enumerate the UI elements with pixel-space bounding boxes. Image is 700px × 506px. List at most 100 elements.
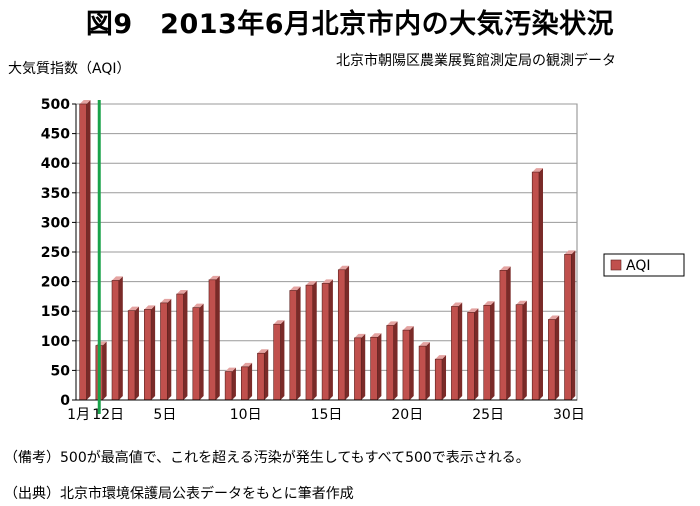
y-tick-label: 100 [41,334,70,350]
bar-side [248,362,253,400]
bar-top [338,265,350,270]
bar [240,362,253,401]
bar-top [289,286,301,291]
bar-top [322,279,333,284]
x-tick-label: 5日 [153,407,176,423]
bar-front [273,323,281,401]
bar-top [483,301,495,306]
bar-side [474,308,479,400]
x-tick-label: 15日 [311,407,343,423]
bar-side [86,100,91,400]
bar [548,315,560,401]
bar-side [199,303,204,400]
bar [305,281,317,401]
bar-side [458,302,463,400]
bar-top [370,333,382,338]
bar [95,341,107,401]
bar-front [160,302,168,401]
bar [386,321,398,401]
bar-front [79,103,87,401]
bar-front [321,283,330,401]
bar-top [305,281,317,286]
bar-front [176,293,184,401]
bar-side [490,301,495,400]
bar-top [354,333,366,338]
bar [531,168,543,401]
bar [451,302,463,401]
bar-top [176,290,188,295]
bar [224,367,236,401]
bar-side [183,290,188,400]
x-tick-label: 20日 [391,407,423,423]
bar [321,279,333,401]
bar-side [264,349,269,400]
x-tick-label: 25日 [472,407,504,423]
bar [499,266,511,401]
bar-side [377,333,382,400]
bar-side [442,355,447,400]
bar-side [506,266,511,400]
bar-side [328,279,333,400]
axes [72,100,577,414]
bar-front [354,337,362,401]
bar-front [192,307,200,401]
bar-front [499,270,507,401]
bar [257,349,269,401]
bar-side [522,300,527,400]
x-tick-label: 1月 [67,407,90,423]
bar [483,301,495,401]
bar-top [532,168,543,173]
bar-side [167,298,172,400]
bar [127,306,139,401]
x-tick-label: 30日 [553,407,585,423]
bar-front [418,345,427,401]
y-tick-label: 300 [41,215,70,231]
bar [111,276,123,401]
y-tick-label: 200 [41,275,70,291]
legend-box [603,253,685,277]
bar [192,303,204,401]
bar-front [548,319,556,401]
bar-side [280,320,285,400]
y-tick-label: 150 [41,304,70,320]
bar-side [118,276,123,400]
y-axis-label: 大気質指数（AQI） [8,61,131,77]
footnote-source: （出典）北京市環境保護局公表データをもとに筆者作成 [4,486,354,502]
y-tick-label: 50 [51,363,71,379]
bar-side [538,168,543,400]
bar-front [257,352,265,401]
x-tick-label: 10日 [230,407,262,423]
bar [176,290,188,401]
bar-front [531,171,540,401]
bar-top [79,100,91,104]
bar-top [241,362,253,367]
chart-subtitle: 北京市朝陽区農業展覧館測定局の観測データ [336,53,616,69]
bar-top [208,275,220,280]
bar-top [402,326,414,331]
x-tick-labels: 1月 12日 5日 10日 15日 20日 25日 30日 [67,407,585,423]
bars [79,100,576,401]
bar-front [386,325,394,401]
bar [208,275,220,401]
bar-front [289,290,297,401]
y-tick-label: 0 [60,393,70,409]
bar [402,326,414,401]
chart-title: 図9 2013年6月北京市内の大気汚染状況 [85,9,615,40]
bar [418,342,430,401]
bar-front [402,329,411,401]
bar-top [160,298,172,303]
bar-top [451,302,463,307]
bar-front [370,336,378,401]
bar-side [231,367,236,400]
y-tick-label: 500 [41,97,70,113]
bar-side [409,326,414,400]
bar [370,333,382,401]
bar-side [312,281,317,400]
y-tick-label: 350 [41,186,70,202]
legend: AQI [603,253,685,277]
bar-front [564,254,572,401]
bar-top [516,300,527,305]
bar-top [564,250,576,255]
y-tick-label: 450 [41,127,70,143]
bar [144,305,156,401]
